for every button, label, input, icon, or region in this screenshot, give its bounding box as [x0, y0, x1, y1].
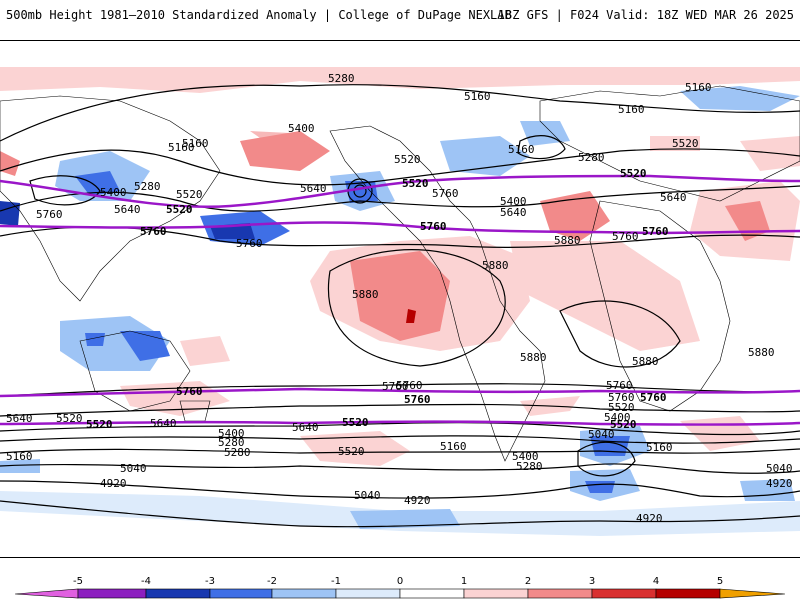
contour-label-5520: 5520 [610, 418, 637, 431]
contour-label: 5640 [292, 421, 319, 434]
contour-label: 5160 [440, 440, 467, 453]
contour-label: 5280 [224, 446, 251, 459]
contour-label: 5280 [134, 180, 161, 193]
contour-label: 5640 [114, 203, 141, 216]
positive-anomaly-shading [0, 67, 800, 466]
contour-label: 5280 [328, 72, 355, 85]
contour-label: 5280 [218, 436, 245, 449]
colorbar-tick: 5 [717, 576, 723, 587]
colorbar-tick: -3 [205, 576, 215, 587]
contour-label: 5520 [176, 188, 203, 201]
contour-label-5520: 5520 [342, 416, 369, 429]
contour-label: 5760 [36, 208, 63, 221]
contour-label: 5760 [236, 237, 263, 250]
contour-label: 5160 [508, 143, 535, 156]
contour-label-5520: 5520 [620, 167, 647, 180]
colorbar-tick: 1 [461, 576, 467, 587]
contour-label: 5880 [482, 259, 509, 272]
contour-label: 5760 [606, 379, 633, 392]
colorbar-tick: -1 [331, 576, 341, 587]
colorbar-swatches [14, 588, 786, 599]
contour-label: 5160 [6, 450, 33, 463]
contour-label: 5520 [338, 445, 365, 458]
contour-label-5760: 5760 [640, 391, 667, 404]
contour-label: 5160 [182, 137, 209, 150]
contour-label: 5160 [685, 81, 712, 94]
contour-label: 5760 [382, 380, 409, 393]
contour-label-5760: 5760 [420, 220, 447, 233]
contour-label: 5520 [56, 412, 83, 425]
colorbar-tick: -5 [73, 576, 83, 587]
contour-label: 5280 [516, 460, 543, 473]
negative-anomaly-shading [0, 86, 800, 536]
contour-label: 4920 [766, 477, 793, 490]
contour-label: 5160 [646, 441, 673, 454]
model-run-label: 18Z GFS | F024 Valid: 18Z WED MAR 26 202… [497, 8, 794, 22]
highlight-contours [0, 174, 800, 426]
contour-label: 5520 [608, 401, 635, 414]
header: 500mb Height 1981–2010 Standardized Anom… [0, 0, 800, 40]
anomaly-map: 5280 5160 5160 5400 5160 5160 5160 5520 … [0, 40, 800, 558]
colorbar: -5 -4 -3 -2 -1 0 1 2 3 4 5 [0, 572, 800, 600]
contour-label: 5160 [618, 103, 645, 116]
colorbar-tick: 4 [653, 576, 659, 587]
contour-label: 5640 [500, 206, 527, 219]
contour-label-5520: 5520 [166, 203, 193, 216]
contour-label-5760: 5760 [176, 385, 203, 398]
contour-label: 5640 [150, 417, 177, 430]
highlight-contour-labels: 5520 5520 5520 5760 5760 5760 5760 5760 … [86, 167, 669, 431]
contour-label: 5280 [578, 151, 605, 164]
contour-label: 5880 [520, 351, 547, 364]
colorbar-tick: 3 [589, 576, 595, 587]
colorbar-svg: -5 -4 -3 -2 -1 0 1 2 3 4 5 [14, 576, 786, 599]
contour-label-5760: 5760 [140, 225, 167, 238]
contour-label: 5040 [120, 462, 147, 475]
contour-label-5520: 5520 [86, 418, 113, 431]
contour-label: 5040 [588, 428, 615, 441]
colorbar-tick: 0 [397, 576, 403, 587]
contour-label: 5760 [612, 230, 639, 243]
contour-label: 5880 [748, 346, 775, 359]
contour-label: 5880 [632, 355, 659, 368]
contour-label: 5640 [300, 182, 327, 195]
contour-label: 5640 [6, 412, 33, 425]
contour-label: 5400 [218, 427, 245, 440]
contour-labels: 5280 5160 5160 5400 5160 5160 5160 5520 … [6, 72, 793, 525]
contour-label: 5760 [432, 187, 459, 200]
contour-label: 5040 [354, 489, 381, 502]
contour-label-5520: 5520 [402, 177, 429, 190]
contour-label: 5760 [396, 379, 423, 392]
contour-label-5760: 5760 [642, 225, 669, 238]
contour-label: 5760 [608, 391, 635, 404]
contour-label: 5880 [554, 234, 581, 247]
contour-label: 5880 [352, 288, 379, 301]
contour-label: 5400 [288, 122, 315, 135]
contour-label: 5400 [500, 195, 527, 208]
colorbar-tick: -2 [267, 576, 277, 587]
contour-label: 5400 [512, 450, 539, 463]
contour-label: 5160 [464, 90, 491, 103]
contour-label: 5040 [766, 462, 793, 475]
contour-label: 5400 [100, 186, 127, 199]
contour-label: 5520 [394, 153, 421, 166]
height-contours [0, 84, 800, 528]
contour-label: 4920 [636, 512, 663, 525]
map-title: 500mb Height 1981–2010 Standardized Anom… [6, 8, 512, 22]
contour-label: 4920 [100, 477, 127, 490]
contour-label: 5400 [604, 411, 631, 424]
colorbar-tick: 2 [525, 576, 531, 587]
colorbar-tick: -4 [141, 576, 151, 587]
colorbar-ticks: -5 -4 -3 -2 -1 0 1 2 3 4 5 [73, 576, 723, 587]
contour-label: 5520 [672, 137, 699, 150]
contour-label: 5160 [168, 141, 195, 154]
map-svg: 5280 5160 5160 5400 5160 5160 5160 5520 … [0, 67, 800, 536]
contour-label: 4920 [404, 494, 431, 507]
contour-label-5760: 5760 [404, 393, 431, 406]
contour-label: 5640 [660, 191, 687, 204]
